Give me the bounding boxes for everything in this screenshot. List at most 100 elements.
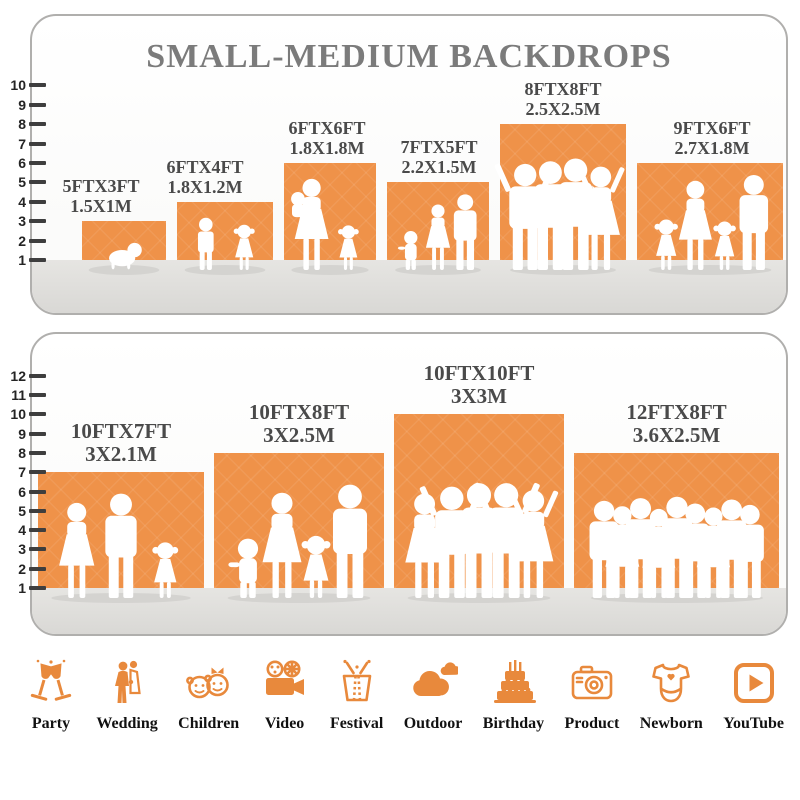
people-silhouettes [405,482,559,603]
category-item-newborn: Newborn [640,658,703,733]
category-label: Newborn [639,715,703,732]
people-silhouettes [184,217,266,275]
ruler-tick-number: 12 [10,367,26,384]
size-metric-text: 3.6X2.5M [632,423,721,448]
category-label: Festival [329,715,384,732]
size-metric-text: 3X3M [451,384,507,409]
ruler-tick-number: 6 [18,483,26,500]
backdrop-bars-medium-large: 10FTX7FT 3X2.1M 10FTX8FT 3X2.5M 10FTX10FT 3X3… [38,361,779,603]
size-ft-text: 7FTX5FT [400,136,478,157]
people-silhouettes [227,484,371,603]
festival-icon [342,659,371,702]
video-icon [265,660,304,695]
ruler-tick [29,219,46,224]
size-ft-text: 10FTX7FT [70,418,172,443]
backdrop-bar-group: 7FTX5FT 2.2X1.5M [387,137,489,275]
ruler-tick [29,180,46,185]
backdrop-bar [177,202,273,275]
backdrop-bar [637,163,783,275]
bar-size-label: 6FTX6FT 1.8X1.8M [288,118,365,158]
size-metric-text: 2.2X1.5M [401,156,477,177]
category-item-video: Video [260,658,310,733]
category-label: Outdoor [403,715,463,732]
ruler-tick [29,83,46,88]
category-label: Birthday [482,715,545,732]
ruler-tick-number: 2 [18,232,26,249]
backdrop-bar-group: 10FTX8FT 3X2.5M [214,400,384,603]
ruler-tick [29,586,46,590]
size-ft-text: 9FTX6FT [673,117,751,138]
category-label: Party [31,715,71,732]
ruler-tick-number: 9 [18,425,26,442]
newborn-icon [652,663,691,703]
children-icon [185,667,229,699]
ruler-tick [29,431,46,436]
category-item-party: Party [26,658,76,733]
backdrop-bar [284,163,376,275]
bar-size-label: 7FTX5FT 2.2X1.5M [400,137,477,177]
outdoor-icon [413,662,459,696]
backdrop-bar-group: 10FTX10FT 3X3M [394,361,564,603]
people-silhouettes [494,158,625,275]
size-metric-text: 2.7X1.8M [674,137,750,158]
people-silhouettes [51,493,191,603]
category-item-festival: Festival [330,658,383,733]
ruler-tick-number: 8 [18,116,26,133]
ruler-tick [29,122,46,127]
category-label: Product [564,715,620,732]
people-silhouettes [291,178,369,275]
bar-size-label: 10FTX10FT 3X3M [424,361,535,409]
backdrop-bar [214,453,384,603]
backdrop-bar-group: 5FTX3FT 1.5X1M [62,176,166,275]
ruler-tick [29,412,46,417]
people-silhouettes [589,496,764,603]
ruler-tick-number: 4 [18,193,26,210]
backdrop-bar-group: 6FTX6FT 1.8X1.8M [284,118,376,275]
ruler-tick-number: 4 [18,522,26,539]
small-medium-panel: SMALL-MEDIUM BACKDROPS 5FTX3FT 1.5X1M 6FTX… [30,14,788,315]
size-metric-text: 1.8X1.8M [289,137,365,158]
ruler-tick [29,450,46,455]
bar-size-label: 9FTX6FT 2.7X1.8M [673,118,750,158]
category-item-outdoor: Outdoor [403,658,463,733]
ruler-tick-number: 7 [18,464,26,481]
size-metric-text: 1.5X1M [70,195,132,216]
ruler-tick [29,508,46,513]
ruler-tick [29,258,46,262]
bar-size-label: 6FTX4FT 1.8X1.2M [166,157,243,197]
ruler-tick-number: 5 [18,502,26,519]
category-item-wedding: Wedding [96,658,158,733]
ruler-tick [29,547,46,552]
people-silhouettes [88,242,160,275]
bar-size-label: 8FTX8FT 2.5X2.5M [524,79,601,119]
backdrop-bar-group: 10FTX7FT 3X2.1M [38,418,204,603]
ruler-tick [29,566,46,571]
ruler-tick-number: 1 [18,580,26,596]
size-ft-text: 6FTX4FT [166,156,244,177]
size-ft-text: 6FTX6FT [288,117,366,138]
ruler-tick-number: 3 [18,541,26,558]
people-silhouettes [395,194,481,275]
size-ft-text: 5FTX3FT [62,175,140,196]
size-ft-text: 8FTX8FT [524,78,602,99]
category-label: Video [264,715,305,732]
backdrop-bar [394,414,564,603]
ruler-tick-number: 5 [18,174,26,191]
backdrop-bar [82,221,166,275]
wedding-icon [115,660,141,703]
ruler-tick [29,161,46,165]
ruler-tick-number: 11 [11,387,26,403]
backdrop-bar-group: 6FTX4FT 1.8X1.2M [166,157,273,275]
ruler-tick [29,373,46,378]
size-metric-text: 3X2.5M [263,423,335,448]
ruler-tick [29,470,46,475]
people-silhouettes [648,174,772,275]
size-ft-text: 12FTX8FT [626,399,727,424]
category-item-youtube: YouTube [723,658,784,733]
backdrop-bar [38,472,204,603]
ruler-tick-number: 10 [10,77,26,94]
ruler-tick [29,489,46,494]
category-item-product: Product [564,658,620,733]
backdrop-bar [494,124,626,275]
